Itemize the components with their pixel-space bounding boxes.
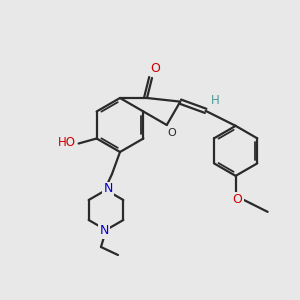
Text: O: O <box>233 194 243 206</box>
Text: HO: HO <box>58 136 76 149</box>
Text: N: N <box>99 224 109 238</box>
Text: O: O <box>167 128 176 138</box>
Text: O: O <box>150 61 160 74</box>
Text: H: H <box>211 94 220 107</box>
Text: N: N <box>103 182 113 196</box>
